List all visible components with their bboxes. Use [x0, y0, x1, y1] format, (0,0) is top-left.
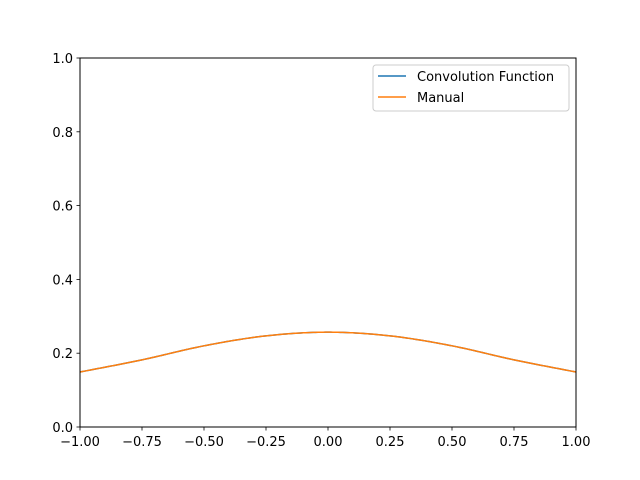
x-tick-label: 1.00	[562, 435, 591, 450]
x-tick-label: −1.00	[60, 435, 100, 450]
x-tick-label: 0.50	[438, 435, 467, 450]
x-tick-label: 0.75	[500, 435, 529, 450]
legend-label-manual: Manual	[417, 91, 464, 106]
y-tick-label: 0.4	[52, 273, 73, 288]
series-line-manual	[79, 331, 577, 373]
y-axis: 0.0 0.2 0.4 0.6 0.8 1.0	[52, 52, 80, 436]
y-tick-label: 1.0	[52, 52, 73, 67]
x-axis: −1.00 −0.75 −0.50 −0.25 0.00 0.25 0.50 0.75 1.00	[60, 427, 590, 450]
y-tick-label: 0.6	[52, 200, 73, 215]
legend-label-convolution: Convolution Function	[417, 70, 554, 85]
legend-box	[372, 64, 570, 112]
x-tick-label: 0.25	[376, 435, 405, 450]
x-tick-label: −0.50	[184, 435, 224, 450]
axes-frame	[79, 57, 577, 428]
x-tick-label: 0.00	[314, 435, 343, 450]
y-tick-label: 0.0	[52, 421, 73, 436]
y-tick-label: 0.2	[52, 347, 73, 362]
x-tick-label: −0.25	[246, 435, 286, 450]
plot-lines	[79, 331, 577, 373]
series-line-convolution-function	[79, 331, 577, 373]
x-tick-label: −0.75	[122, 435, 162, 450]
legend: Convolution Function Manual	[372, 64, 570, 112]
y-tick-label: 0.8	[52, 126, 73, 141]
